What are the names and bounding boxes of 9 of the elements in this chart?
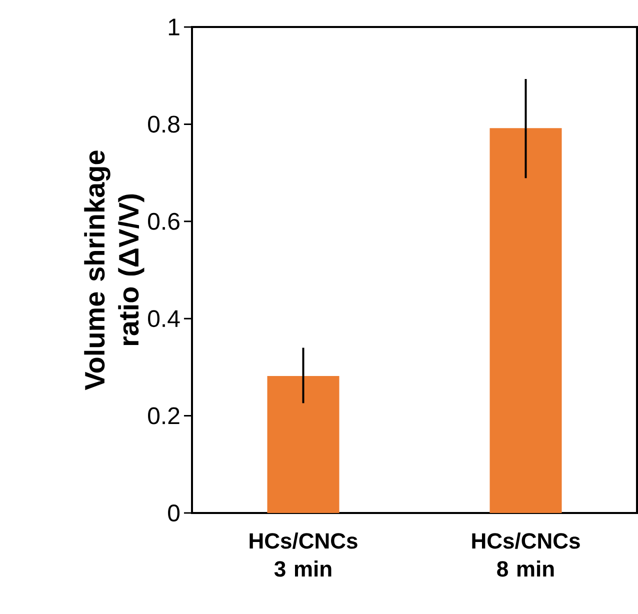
- y-tick-label: 0.2: [148, 407, 180, 424]
- x-tick-label: HCs/CNCs 3 min: [250, 532, 358, 577]
- x-tick-label: HCs/CNCs 8 min: [472, 532, 580, 577]
- y-tick-label: 0.8: [148, 116, 180, 133]
- y-tick-label: 0.4: [148, 310, 180, 328]
- y-tick-label: 0: [168, 504, 180, 522]
- y-axis-title: Volume shrinkage ratio (ΔV/V): [84, 150, 144, 390]
- y-tick-label: 0.6: [148, 212, 180, 230]
- y-tick-label: 1: [168, 18, 180, 36]
